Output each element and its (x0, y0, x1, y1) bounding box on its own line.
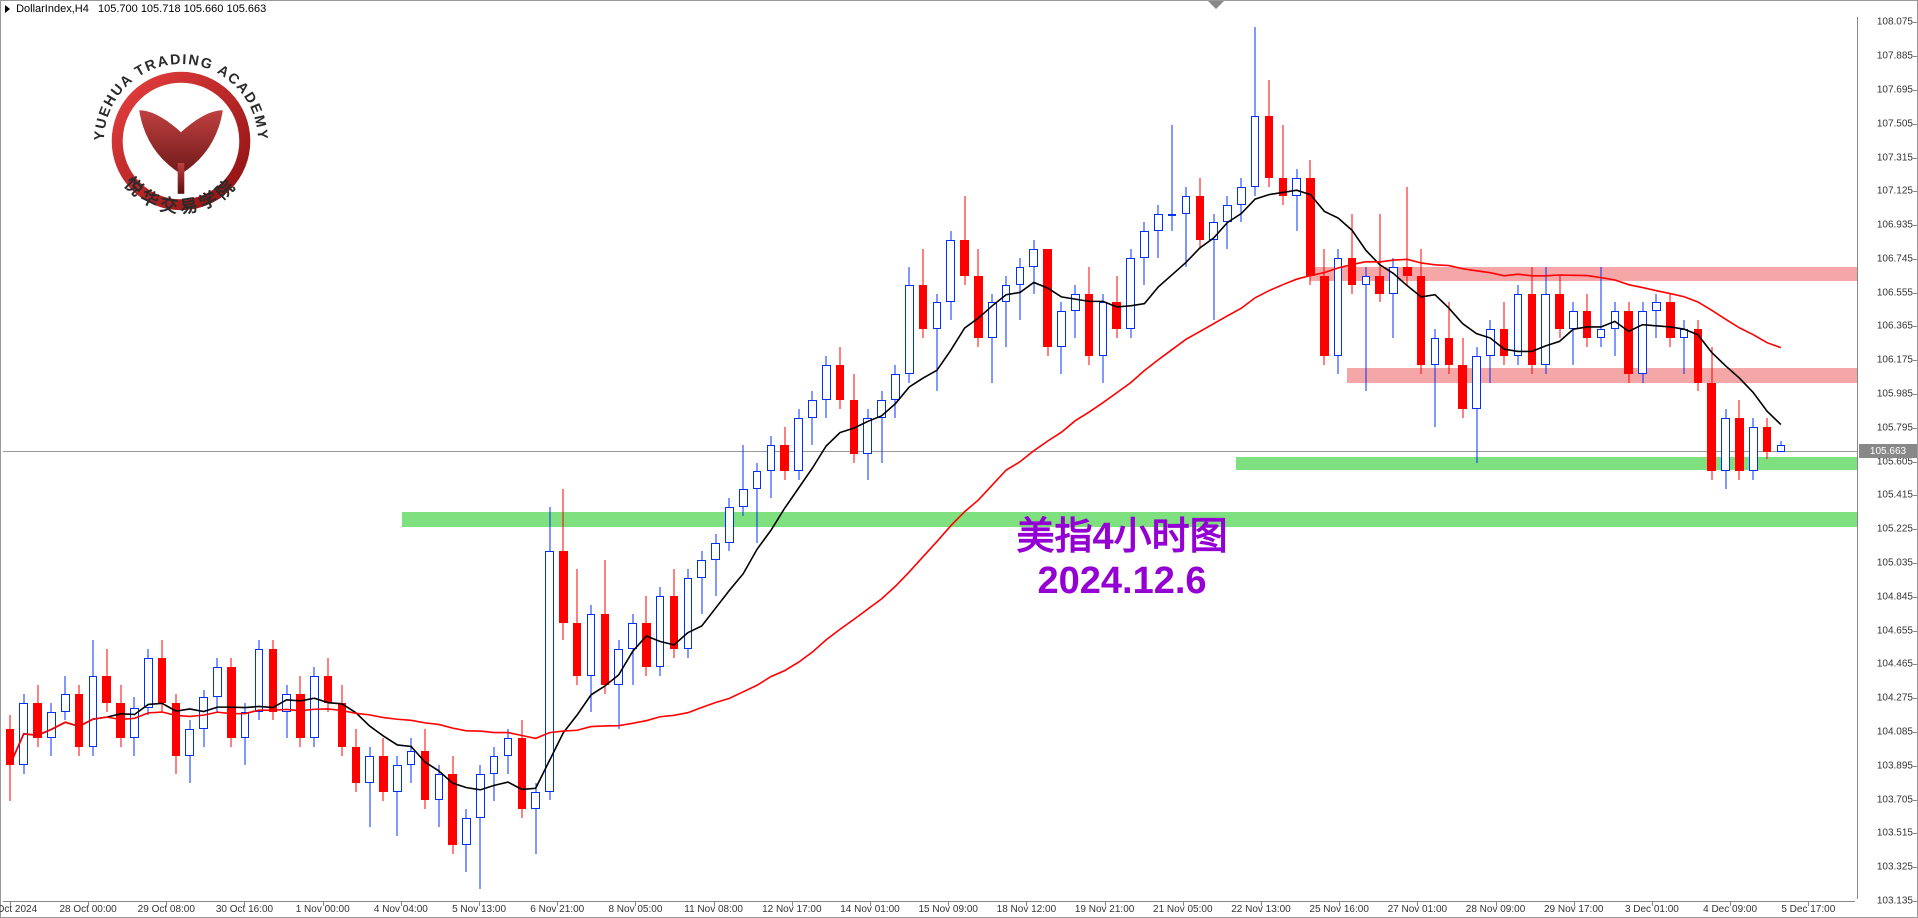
y-tick-label: 105.035 (1877, 558, 1913, 569)
y-tick-label: 103.515 (1877, 828, 1913, 839)
y-tick-label: 107.315 (1877, 152, 1913, 163)
y-tick-label: 107.885 (1877, 51, 1913, 62)
y-tick-label: 105.415 (1877, 490, 1913, 501)
y-tick-label: 107.125 (1877, 186, 1913, 197)
y-tick-label: 106.745 (1877, 253, 1913, 264)
chart-title: DollarIndex,H4 105.700 105.718 105.660 1… (5, 3, 266, 15)
y-tick-label: 108.075 (1877, 17, 1913, 28)
y-tick-label: 107.505 (1877, 118, 1913, 129)
y-tick-label: 104.085 (1877, 727, 1913, 738)
chart-annotation: 美指4小时图 2024.12.6 (1016, 505, 1227, 603)
y-tick-label: 104.655 (1877, 625, 1913, 636)
y-tick-label: 103.325 (1877, 862, 1913, 873)
y-axis: 105.663 103.135103.325103.515103.705103.… (1857, 17, 1917, 899)
x-axis: 24 Oct 202428 Oct 00:0029 Oct 08:0030 Oc… (3, 901, 1855, 917)
price-marker: 105.663 (1859, 444, 1917, 458)
y-tick-label: 106.555 (1877, 287, 1913, 298)
y-tick-label: 103.135 (1877, 896, 1913, 907)
y-tick-label: 104.845 (1877, 591, 1913, 602)
chart-window: DollarIndex,H4 105.700 105.718 105.660 1… (0, 0, 1918, 918)
annotation-line2: 2024.12.6 (1016, 560, 1227, 603)
y-tick-label: 104.465 (1877, 659, 1913, 670)
y-tick-label: 106.935 (1877, 220, 1913, 231)
title-arrow-icon (5, 5, 10, 13)
y-tick-label: 103.895 (1877, 760, 1913, 771)
top-marker-icon (1208, 1, 1224, 9)
x-tick-label: 24 Oct 2024 (0, 904, 37, 915)
symbol-label: DollarIndex,H4 (16, 3, 89, 15)
y-tick-label: 103.705 (1877, 794, 1913, 805)
logo: YUEHUA TRADING ACADEMY 悦华交易学院 (71, 31, 291, 251)
annotation-line1: 美指4小时图 (1016, 505, 1227, 560)
y-tick-label: 105.795 (1877, 422, 1913, 433)
y-tick-label: 107.695 (1877, 84, 1913, 95)
y-tick-label: 106.175 (1877, 355, 1913, 366)
y-tick-label: 104.275 (1877, 693, 1913, 704)
y-tick-label: 105.985 (1877, 389, 1913, 400)
y-tick-label: 105.225 (1877, 524, 1913, 535)
ohlc-label: 105.700 105.718 105.660 105.663 (98, 3, 266, 15)
y-tick-label: 106.365 (1877, 321, 1913, 332)
